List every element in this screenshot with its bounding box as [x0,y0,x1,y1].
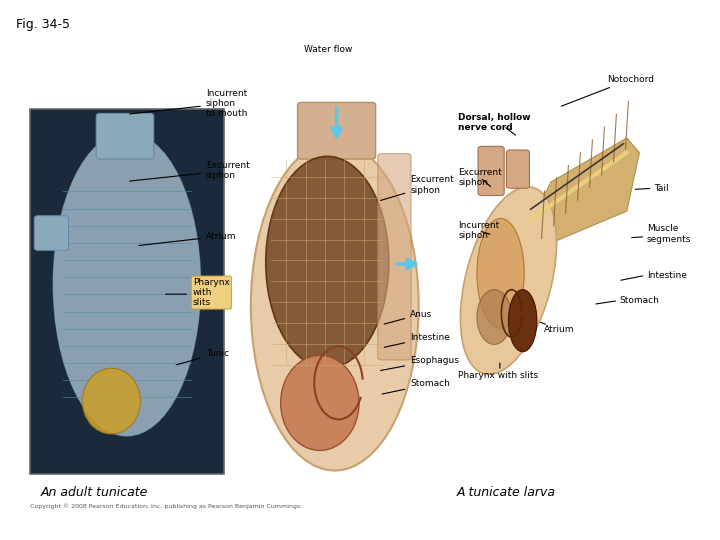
Text: Incurrent
siphon
to mouth: Incurrent siphon to mouth [130,89,247,118]
Text: Notochord: Notochord [562,75,654,106]
FancyBboxPatch shape [30,109,224,474]
FancyBboxPatch shape [478,146,504,195]
FancyBboxPatch shape [378,154,411,360]
Text: Copyright © 2008 Pearson Education, Inc. publishing as Pearson Benjamin Cummings: Copyright © 2008 Pearson Education, Inc.… [30,504,302,509]
Ellipse shape [251,141,418,470]
Text: Water flow: Water flow [304,45,352,54]
Ellipse shape [82,368,140,434]
Ellipse shape [266,156,389,368]
Text: Stomach: Stomach [382,380,450,394]
Text: Tail: Tail [654,184,669,193]
Text: Dorsal, hollow
nerve cord: Dorsal, hollow nerve cord [458,112,531,132]
FancyBboxPatch shape [96,113,154,159]
Text: Pharynx with slits: Pharynx with slits [458,372,539,380]
Text: Pharynx
with
slits: Pharynx with slits [193,278,230,307]
Text: Muscle
segments: Muscle segments [647,224,691,244]
Ellipse shape [460,187,557,374]
Text: Excurrent
siphon: Excurrent siphon [130,161,250,181]
Text: Anus: Anus [384,309,433,324]
Ellipse shape [477,218,524,328]
Ellipse shape [281,355,359,450]
FancyBboxPatch shape [35,216,68,251]
Text: Excurrent
siphon: Excurrent siphon [458,168,502,187]
Text: Fig. 34-5: Fig. 34-5 [16,17,70,30]
Ellipse shape [508,289,537,352]
Text: Intestine: Intestine [384,333,450,347]
Text: Stomach: Stomach [620,296,660,305]
FancyBboxPatch shape [297,103,376,159]
Text: A tunicate larva: A tunicate larva [456,487,556,500]
Text: Esophagus: Esophagus [381,356,459,370]
Text: Atrium: Atrium [544,325,575,334]
Text: Incurrent
siphon: Incurrent siphon [458,221,500,240]
Text: An adult tunicate: An adult tunicate [41,487,148,500]
Ellipse shape [477,289,512,345]
FancyBboxPatch shape [506,150,529,188]
Text: Tunic: Tunic [176,349,229,365]
Ellipse shape [53,133,200,436]
Polygon shape [532,138,639,248]
Text: Atrium: Atrium [139,232,236,246]
Text: Excurrent
siphon: Excurrent siphon [381,176,454,200]
Text: Intestine: Intestine [647,271,687,280]
